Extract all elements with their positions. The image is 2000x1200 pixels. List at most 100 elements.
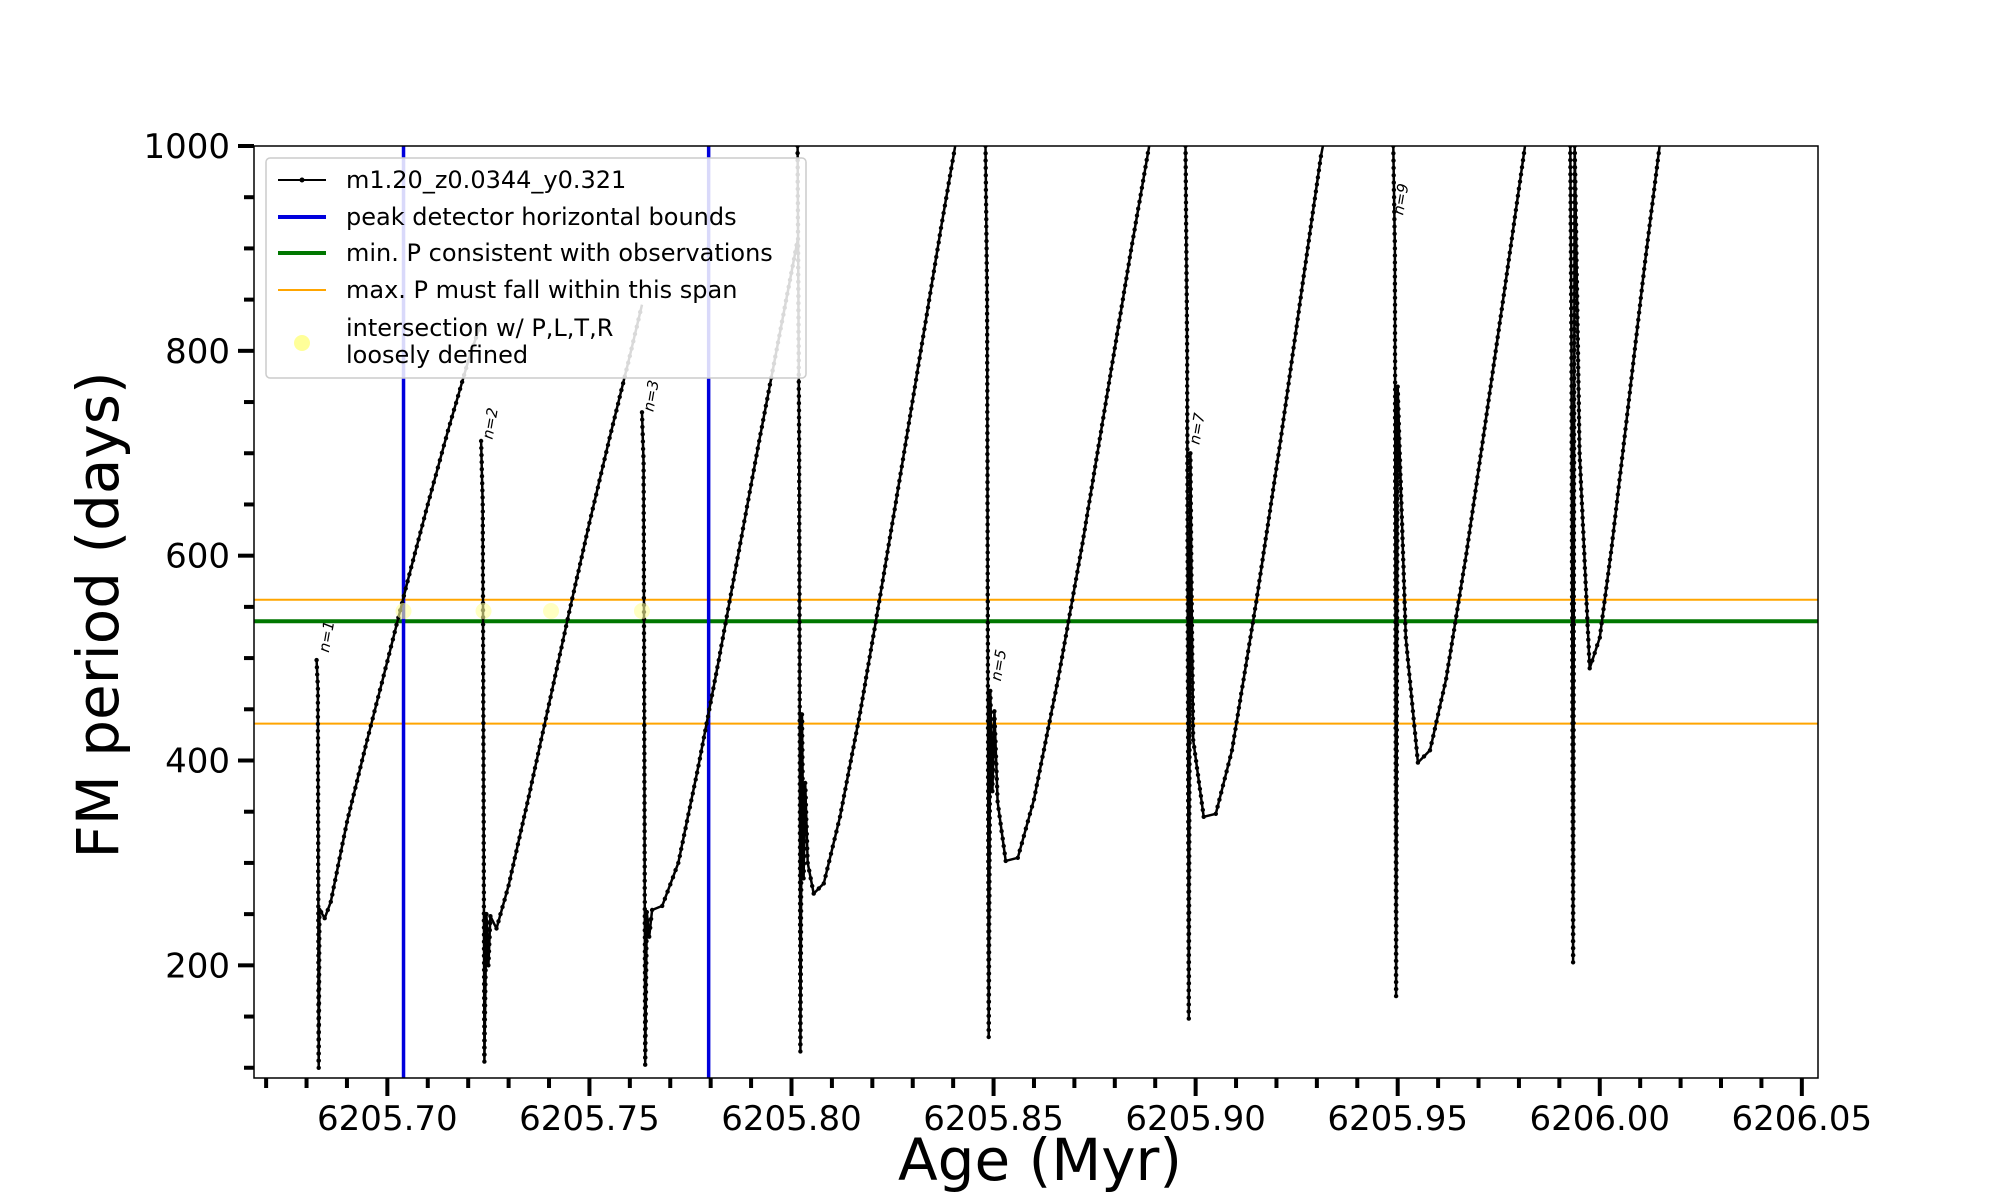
- series-point: [1575, 343, 1581, 349]
- series-point: [1575, 351, 1581, 356]
- series-point: [1498, 313, 1504, 319]
- series-point: [1188, 486, 1193, 492]
- series-point: [934, 254, 939, 260]
- series-point: [746, 497, 751, 502]
- series-point: [1399, 514, 1405, 520]
- series-point: [1185, 482, 1190, 487]
- series-point: [797, 619, 802, 625]
- series-point: [1048, 711, 1054, 717]
- series-point: [1568, 186, 1573, 191]
- series-point: [316, 834, 321, 839]
- series-point: [1427, 748, 1433, 753]
- series-point: [1040, 754, 1045, 759]
- series-point: [1575, 358, 1581, 363]
- series-point: [677, 853, 682, 859]
- series-point: [1237, 698, 1243, 703]
- series-point: [837, 814, 843, 819]
- series-point: [1576, 415, 1582, 420]
- series-point: [692, 784, 697, 789]
- series-point: [1187, 677, 1192, 682]
- series-point: [515, 842, 521, 847]
- series-point: [987, 815, 992, 821]
- series-point: [504, 890, 509, 895]
- series-point: [1098, 429, 1104, 434]
- series-point: [574, 575, 580, 580]
- series-point: [1392, 309, 1398, 315]
- series-point: [988, 688, 993, 694]
- legend-swatch-dot-0: [299, 177, 305, 183]
- series-point: [995, 791, 1000, 797]
- series-point: [1392, 260, 1398, 265]
- series-point: [483, 982, 488, 987]
- series-point: [983, 187, 989, 193]
- series-point: [1199, 800, 1205, 806]
- series-point: [1264, 529, 1270, 534]
- series-point: [660, 903, 665, 909]
- series-point: [893, 500, 899, 505]
- series-point: [799, 712, 805, 717]
- series-point: [487, 935, 492, 940]
- series-point: [1395, 461, 1400, 466]
- series-point: [1572, 361, 1577, 367]
- series-point: [1581, 529, 1586, 535]
- series-point: [1187, 740, 1192, 746]
- series-point: [643, 1004, 648, 1009]
- series-point: [994, 769, 999, 774]
- series-point: [1184, 228, 1189, 233]
- series-point: [1495, 335, 1500, 340]
- series-point: [1187, 804, 1192, 809]
- series-point: [985, 662, 991, 667]
- series-point: [1571, 819, 1576, 824]
- series-point: [836, 822, 841, 827]
- series-point: [1571, 798, 1576, 803]
- series-point: [615, 401, 621, 406]
- series-point: [1583, 572, 1588, 578]
- series-point: [930, 276, 935, 281]
- series-point: [803, 802, 809, 807]
- series-point: [488, 914, 493, 919]
- series-point: [1619, 463, 1624, 468]
- series-point: [317, 915, 322, 920]
- series-point: [1401, 571, 1406, 576]
- series-point: [640, 446, 646, 452]
- series-point: [1392, 387, 1398, 392]
- series-point: [1403, 621, 1408, 626]
- series-point: [1096, 443, 1101, 448]
- series-point: [1394, 811, 1399, 817]
- series-point: [1394, 923, 1399, 929]
- series-point: [1571, 622, 1577, 627]
- series-point: [1622, 434, 1627, 439]
- series-point: [1571, 474, 1577, 479]
- series-point: [644, 968, 649, 973]
- series-point: [642, 885, 647, 891]
- series-point: [1185, 447, 1190, 452]
- series-point: [985, 360, 990, 365]
- series-point: [1186, 952, 1192, 958]
- series-point: [315, 819, 321, 825]
- series-point: [1599, 621, 1604, 626]
- series-point: [372, 709, 377, 714]
- series-point: [1186, 974, 1192, 979]
- series-point: [988, 703, 993, 708]
- series-point: [642, 701, 647, 707]
- series-point: [1575, 329, 1580, 334]
- series-point: [1487, 391, 1492, 396]
- series-point: [800, 776, 805, 781]
- series-point: [1406, 664, 1411, 670]
- series-point: [1300, 281, 1305, 286]
- series-point: [798, 894, 804, 900]
- series-point: [1586, 644, 1591, 649]
- series-point: [431, 480, 436, 485]
- series-point: [1302, 266, 1307, 272]
- series-point: [1571, 566, 1577, 571]
- series-point: [642, 715, 647, 721]
- series-point: [337, 856, 342, 861]
- series-point: [1184, 256, 1189, 262]
- series-point: [1054, 683, 1060, 688]
- series-point: [987, 928, 992, 934]
- series-point: [1402, 600, 1407, 605]
- series-point: [1497, 320, 1502, 326]
- series-point: [1407, 679, 1413, 684]
- series-point: [881, 571, 887, 576]
- series-point: [1394, 601, 1400, 606]
